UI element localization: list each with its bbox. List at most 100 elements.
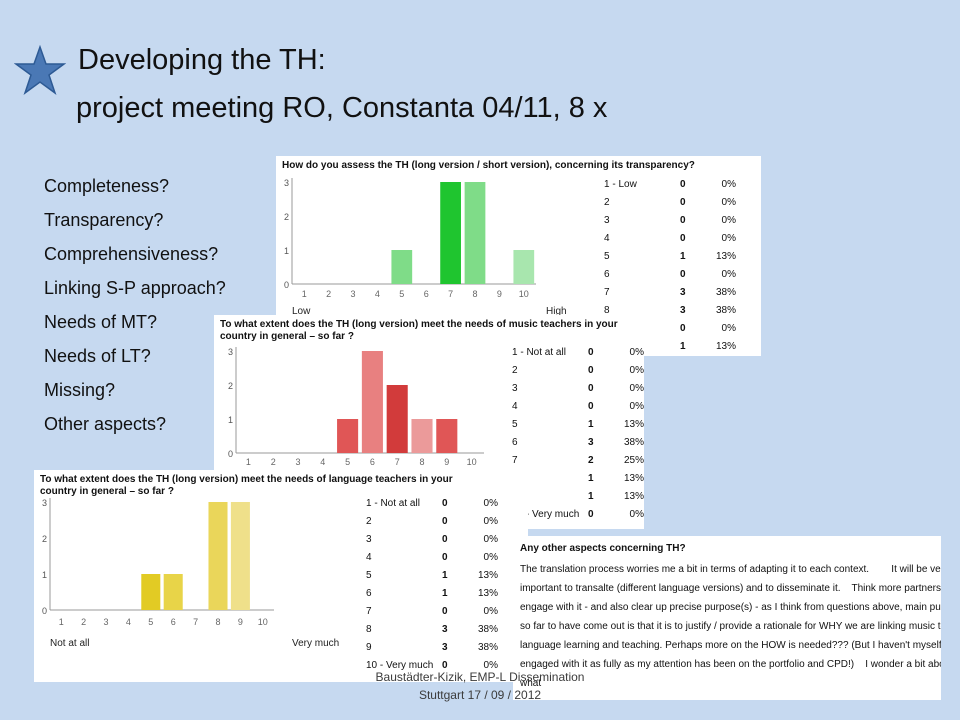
transparency-result-table: 1 - Low 0 0% 2 0 0% 3 0 0% 4 0 0% 5 1 13% 6 0 0% 7 3 38% 8 3 38…	[604, 176, 736, 356]
table-cell-label: 7	[604, 287, 610, 298]
bar	[386, 385, 408, 453]
x-tick-label: 8	[215, 617, 220, 627]
table-row: 1 - Low 0 0%	[604, 176, 736, 194]
scale-high-label: High	[546, 306, 567, 317]
table-cell-label: 6	[604, 269, 610, 280]
x-tick-label: 5	[399, 289, 404, 299]
table-cell-label: 5	[512, 419, 518, 430]
y-tick-label: 2	[284, 212, 289, 222]
table-row: 4 0 0%	[604, 230, 736, 248]
bar	[436, 419, 458, 453]
table-cell-percent: 0%	[721, 179, 736, 190]
bar	[440, 182, 461, 284]
table-cell-count: 0	[442, 534, 448, 545]
comment-line: so far to have come out is that it is to…	[520, 621, 941, 632]
y-tick-label: 1	[42, 570, 47, 580]
table-cell-percent: 0%	[483, 660, 498, 671]
question-item: Needs of LT?	[44, 346, 151, 366]
x-tick-label: 7	[395, 457, 400, 467]
table-row: 5 1 13%	[604, 248, 736, 266]
table-cell-percent: 13%	[477, 570, 498, 581]
table-cell-percent: 38%	[715, 287, 736, 298]
table-cell-percent: 0%	[483, 606, 498, 617]
table-row: 8113%	[512, 470, 644, 488]
table-cell-percent: 13%	[715, 341, 736, 352]
y-tick-label: 0	[228, 449, 233, 459]
x-tick-label: 5	[148, 617, 153, 627]
x-tick-label: 10	[519, 289, 529, 299]
y-tick-label: 0	[284, 280, 289, 290]
table-cell-label: 8	[604, 305, 610, 316]
table-cell-label: 4	[366, 552, 372, 563]
table-row: 9113%	[512, 488, 644, 506]
table-cell-percent: 0%	[483, 516, 498, 527]
x-tick-label: 9	[238, 617, 243, 627]
table-cell-label: 1 - Not at all	[366, 498, 420, 509]
table-row: 3 0 0%	[604, 212, 736, 230]
comment-line: language learning and teaching. Perhaps …	[520, 640, 941, 651]
x-tick-label: 8	[472, 289, 477, 299]
comment-line: engaged with it as fully as my attention…	[520, 659, 941, 670]
table-cell-percent: 0%	[629, 347, 644, 358]
title-line-2: project meeting RO, Constanta 04/11, 8 x	[76, 92, 608, 124]
table-cell-label: 3	[366, 534, 372, 545]
comments-panel: Any other aspects concerning TH? The tra…	[513, 536, 941, 700]
table-cell-percent: 13%	[623, 473, 644, 484]
table-cell-count: 1	[680, 341, 686, 352]
table-cell-count: 0	[680, 233, 686, 244]
table-cell-label: 10 - Very much	[366, 660, 434, 671]
table-cell-percent: 13%	[623, 491, 644, 502]
question-item: Missing?	[44, 380, 116, 400]
table-cell-percent: 0%	[721, 197, 736, 208]
table-cell-count: 3	[588, 437, 594, 448]
x-tick-label: 3	[103, 617, 108, 627]
x-tick-label: 1	[246, 457, 251, 467]
x-tick-label: 6	[370, 457, 375, 467]
x-tick-label: 1	[302, 289, 307, 299]
x-tick-label: 8	[419, 457, 424, 467]
table-cell-count: 0	[680, 323, 686, 334]
table-cell-count: 3	[680, 287, 686, 298]
comments-header: Any other aspects concerning TH?	[520, 543, 686, 554]
table-cell-percent: 0%	[721, 269, 736, 280]
table-row: 7 0 0%	[366, 603, 498, 621]
table-cell-percent: 0%	[629, 365, 644, 376]
table-cell-label: 8	[366, 624, 372, 635]
table-row: 4 0 0%	[512, 398, 644, 416]
table-row: 5 1 13%	[512, 416, 644, 434]
table-cell-count: 3	[442, 624, 448, 635]
table-row: 9 3 38%	[366, 639, 498, 657]
x-tick-label: 6	[171, 617, 176, 627]
language-teachers-chart-panel: To what extent does the TH (long version…	[34, 470, 528, 682]
x-tick-label: 7	[193, 617, 198, 627]
question-item: Transparency?	[44, 210, 164, 230]
y-tick-label: 2	[42, 534, 47, 544]
table-cell-percent: 0%	[629, 383, 644, 394]
music-teachers-result-table: 1 - Not at all 0 0% 2 0 0% 3 0 0% 4 0 0% 5 1 13% 6 3 38% 7…	[512, 344, 644, 524]
x-tick-label: 4	[375, 289, 380, 299]
footer-line-1: Baustädter-Kizik, EMP-L Dissemination	[375, 670, 585, 684]
scale-low-label: Not at all	[50, 638, 89, 649]
bar	[411, 419, 433, 453]
table-cell-count: 0	[680, 269, 686, 280]
table-row: 1 - Not at all 0 0%	[366, 495, 498, 513]
table-cell-count: 0	[680, 215, 686, 226]
table-cell-count: 0	[442, 498, 448, 509]
star-icon	[14, 44, 66, 95]
x-tick-label: 4	[320, 457, 325, 467]
table-cell-label: 4	[604, 233, 610, 244]
table-row: 2 0 0%	[366, 513, 498, 531]
table-cell-percent: 0%	[721, 323, 736, 334]
table-cell-count: 0	[588, 365, 594, 376]
table-cell-count: 0	[442, 660, 448, 671]
y-tick-label: 3	[228, 347, 233, 357]
x-tick-label: 2	[326, 289, 331, 299]
table-cell-percent: 13%	[623, 419, 644, 430]
x-tick-label: 3	[350, 289, 355, 299]
table-cell-count: 0	[588, 383, 594, 394]
table-cell-count: 1	[588, 473, 594, 484]
table-row: 2 0 0%	[604, 194, 736, 212]
table-cell-percent: 0%	[629, 401, 644, 412]
bar	[141, 574, 161, 610]
table-cell-label: 2	[512, 365, 518, 376]
